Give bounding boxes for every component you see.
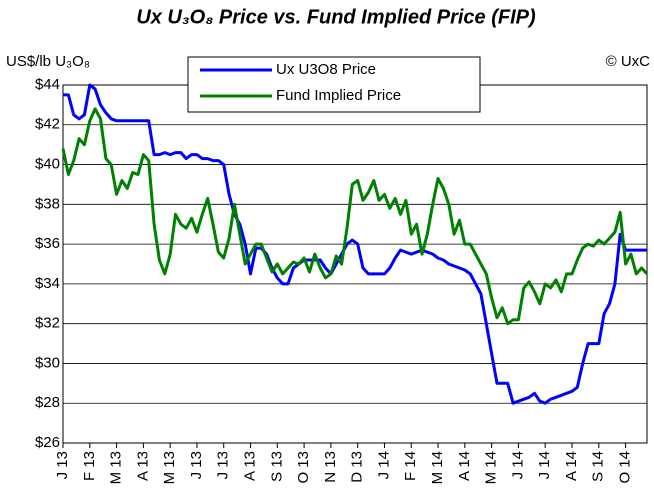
y-tick-label: $28 xyxy=(35,394,60,411)
x-tick-label: J 13 xyxy=(188,451,205,479)
x-tick-label: F 14 xyxy=(402,451,419,481)
legend-label: Fund Implied Price xyxy=(276,87,401,104)
x-tick-label: O 14 xyxy=(617,451,634,484)
x-tick-label: S 14 xyxy=(590,451,607,482)
y-tick-label: $32 xyxy=(35,315,60,332)
x-tick-label: D 13 xyxy=(349,451,366,483)
y-tick-label: $38 xyxy=(35,195,60,212)
x-tick-label: A 13 xyxy=(241,451,258,481)
x-tick-label: O 13 xyxy=(295,451,312,484)
x-tick-label: J 14 xyxy=(536,451,553,479)
annotation: © UxC xyxy=(606,53,651,70)
legend-box xyxy=(187,56,481,113)
x-tick-label: J 13 xyxy=(54,451,71,479)
chart-title: Ux U₃O₈ Price vs. Fund Implied Price (FI… xyxy=(136,6,536,28)
line-series xyxy=(61,107,649,326)
x-tick-label: S 13 xyxy=(268,451,285,482)
y-tick-label: $34 xyxy=(35,275,60,292)
y-tick-label: $44 xyxy=(35,76,60,93)
y-tick-label: $42 xyxy=(35,116,60,133)
y-axis-label: US$/lb U₃O₈ xyxy=(6,53,90,70)
x-tick-label: M 13 xyxy=(161,451,178,484)
x-tick-label: J 14 xyxy=(509,451,526,479)
x-tick-label: M 14 xyxy=(483,451,500,484)
x-tick-label: A 14 xyxy=(563,451,580,481)
x-tick-label: M 14 xyxy=(429,451,446,484)
y-tick-label: $30 xyxy=(35,354,60,371)
y-tick-label: $40 xyxy=(35,156,60,173)
x-tick-label: A 14 xyxy=(456,451,473,481)
x-tick-label: A 13 xyxy=(134,451,151,481)
line-series xyxy=(63,83,647,405)
x-tick-label: J 14 xyxy=(375,451,392,479)
x-tick-label: J 13 xyxy=(215,451,232,479)
y-tick-label: $36 xyxy=(35,235,60,252)
x-tick-label: M 13 xyxy=(108,451,125,484)
legend-label: Ux U3O8 Price xyxy=(276,61,376,78)
x-tick-label: F 13 xyxy=(81,451,98,481)
x-tick-label: N 13 xyxy=(322,451,339,483)
y-tick-label: $26 xyxy=(35,434,60,451)
